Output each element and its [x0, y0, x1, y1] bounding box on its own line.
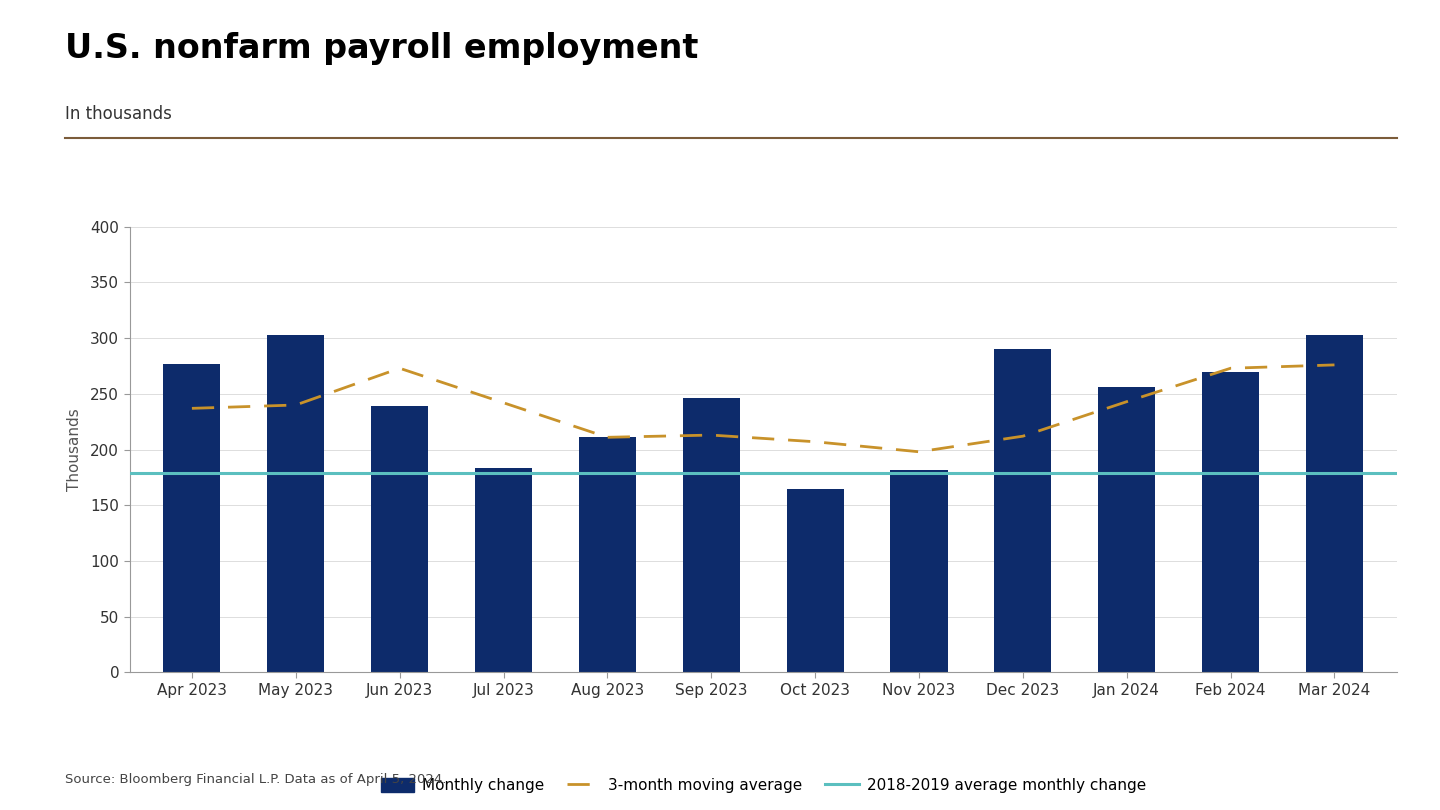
Legend: Monthly change, 3-month moving average, 2018-2019 average monthly change: Monthly change, 3-month moving average, … — [380, 778, 1146, 793]
Text: Source: Bloomberg Financial L.P. Data as of April 5, 2024.: Source: Bloomberg Financial L.P. Data as… — [65, 773, 446, 786]
Bar — [1099, 387, 1155, 672]
Text: U.S. nonfarm payroll employment: U.S. nonfarm payroll employment — [65, 32, 698, 66]
Bar — [994, 349, 1051, 672]
Bar — [683, 399, 740, 672]
Bar — [475, 468, 533, 672]
Bar — [268, 335, 324, 672]
Bar — [1306, 335, 1364, 672]
Bar — [1202, 372, 1259, 672]
Bar — [890, 470, 948, 672]
Bar — [372, 406, 428, 672]
Bar — [579, 437, 636, 672]
Bar — [786, 488, 844, 672]
Bar — [163, 364, 220, 672]
Y-axis label: Thousands: Thousands — [66, 408, 82, 491]
Text: In thousands: In thousands — [65, 105, 171, 123]
